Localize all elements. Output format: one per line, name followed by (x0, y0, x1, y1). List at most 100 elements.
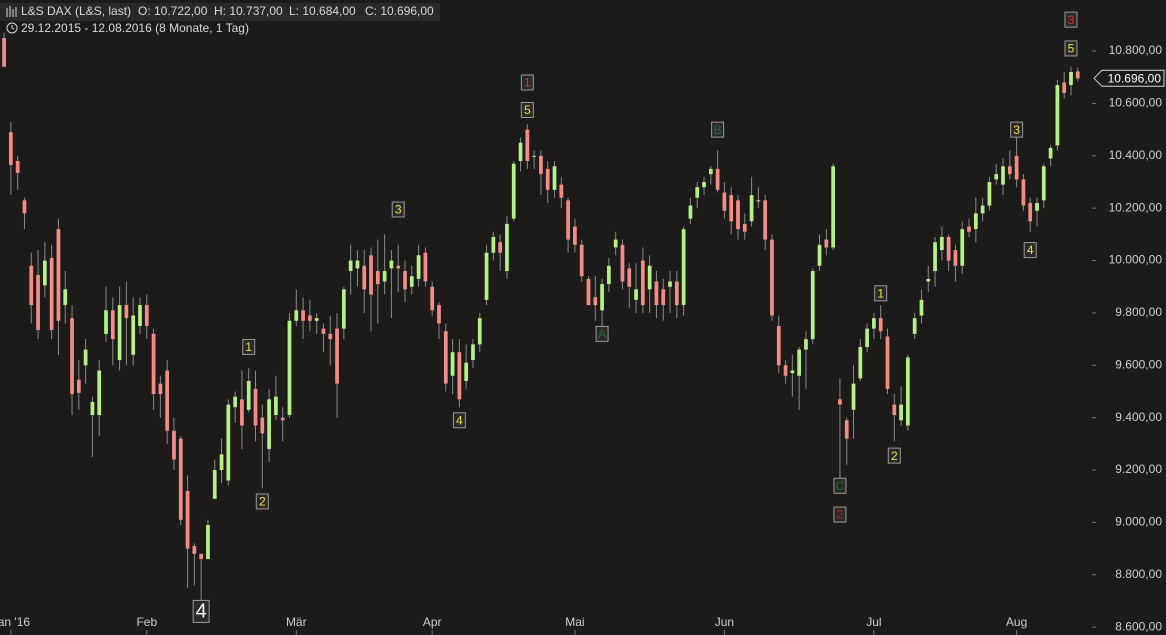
candle-body (491, 237, 495, 253)
y-tick-label: 9.200,00 (1115, 462, 1162, 476)
candle-body (1076, 71, 1080, 78)
annotation-label: B (714, 123, 722, 137)
y-tick-label: 9.800,00 (1115, 305, 1162, 319)
candle-body (920, 300, 924, 316)
candle-body (437, 305, 441, 323)
candle-body (926, 279, 930, 282)
candle-body (294, 310, 298, 320)
annotation-label: 4 (196, 601, 207, 623)
candle-body (118, 305, 122, 360)
candle-body (566, 200, 570, 239)
annotation-label: A (598, 327, 606, 341)
candle-body (125, 305, 129, 318)
candle-body (152, 334, 156, 394)
candle-body (240, 399, 244, 425)
candle-body (689, 206, 693, 219)
candle-body (1056, 85, 1060, 145)
candle-body (865, 329, 869, 347)
candle-body (797, 350, 801, 376)
candle-body (274, 397, 278, 415)
candle-body (9, 132, 13, 165)
chart-title: L&S DAX (L&S, last) (21, 4, 131, 18)
candle-body (498, 242, 502, 252)
candle-body (233, 397, 237, 407)
candle-body (559, 185, 563, 198)
y-tick-label: 8.600,00 (1115, 619, 1162, 633)
candle-body (784, 365, 788, 375)
candle-body (335, 329, 339, 384)
annotation-label: 2 (837, 508, 844, 522)
candle-body (757, 200, 761, 201)
candle-body (988, 182, 992, 206)
candle-body (790, 371, 794, 374)
candle-body (288, 321, 292, 415)
stat-high: H: 10.737,00 (214, 4, 283, 18)
y-tick-label: 9.000,00 (1115, 515, 1162, 529)
candle-body (145, 305, 149, 326)
candle-body (165, 371, 169, 431)
candle-body (845, 420, 849, 438)
candle-body (383, 271, 387, 281)
candle-body (763, 200, 767, 239)
candle-body (172, 431, 176, 460)
candle-body (899, 405, 903, 421)
candle-body (63, 289, 67, 305)
y-tick-label: 10.400,00 (1109, 148, 1163, 162)
candle-body (573, 227, 577, 245)
candle-body (695, 187, 699, 197)
candle-body (396, 266, 400, 269)
candle-body (159, 384, 163, 394)
candle-body (1042, 166, 1046, 200)
last-price-label: 10.696,00 (1108, 71, 1162, 85)
candle-body (199, 554, 203, 559)
candle-body (247, 381, 251, 410)
y-tick-label: 10.800,00 (1109, 43, 1163, 57)
x-tick-label: Jan '16 (0, 615, 30, 629)
candle-body (192, 546, 196, 554)
candle-body (430, 287, 434, 311)
candle-body (750, 195, 754, 221)
x-tick-label: Feb (136, 615, 157, 629)
stat-open: O: 10.722,00 (138, 4, 208, 18)
annotation-label: 5 (524, 103, 531, 117)
candle-body (104, 310, 108, 334)
annotation-label: 3 (1013, 123, 1020, 137)
candle-body (580, 245, 584, 276)
candle-body (2, 38, 6, 67)
candle-body (77, 380, 81, 393)
candle-body (940, 237, 944, 250)
candle-body (485, 253, 489, 300)
y-tick-label: 9.600,00 (1115, 357, 1162, 371)
candle-body (1069, 72, 1073, 85)
candle-body (478, 318, 482, 344)
candle-body (913, 318, 917, 334)
candle-body (36, 275, 40, 330)
x-tick-label: Apr (423, 615, 442, 629)
candle-body (1049, 148, 1053, 158)
x-tick-label: Jul (866, 615, 881, 629)
candle-body (933, 242, 937, 271)
candle-body (417, 255, 421, 279)
candle-body (260, 418, 264, 434)
clock-icon (7, 23, 17, 33)
candle-body (648, 266, 652, 290)
candle-body (1062, 82, 1066, 92)
candle-body (655, 281, 659, 305)
candle-body (471, 344, 475, 360)
candle-body (1028, 203, 1032, 221)
y-tick-label: 10.600,00 (1109, 96, 1163, 110)
candle-body (621, 245, 625, 282)
subtitle: 29.12.2015 - 12.08.2016 (8 Monate, 1 Tag… (21, 21, 249, 35)
candle-body (539, 156, 543, 174)
candle-body (1035, 203, 1039, 211)
candle-body (91, 402, 95, 415)
candle-body (811, 271, 815, 339)
annotation-label: 1 (524, 76, 531, 90)
candle-body (593, 297, 597, 305)
candle-body (369, 255, 373, 294)
candle-body (553, 166, 557, 190)
y-tick-label: 10.200,00 (1109, 200, 1163, 214)
stat-low: L: 10.684,00 (289, 4, 356, 18)
annotation-label: 1 (245, 340, 252, 354)
candle-body (641, 261, 645, 306)
